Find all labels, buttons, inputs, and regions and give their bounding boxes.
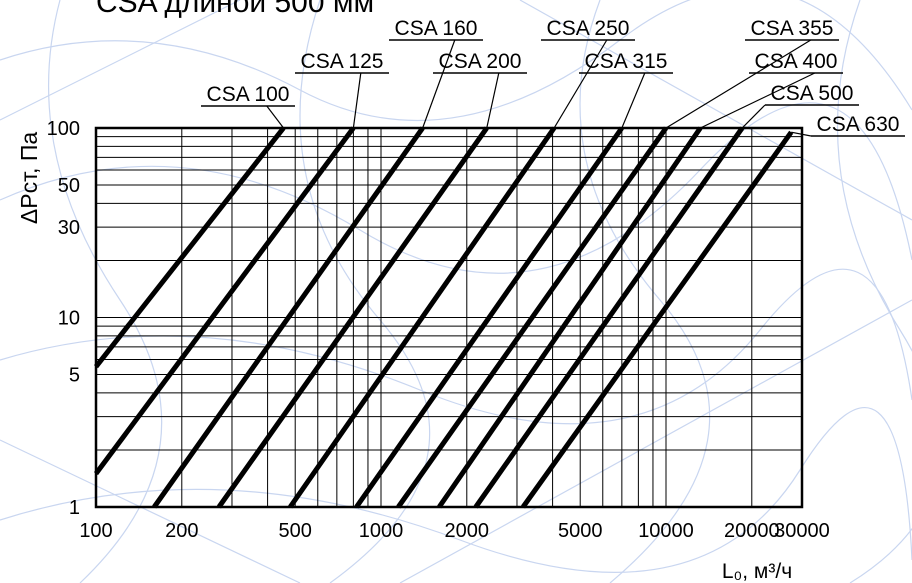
series-label-text: CSA 400	[755, 50, 838, 73]
series-label-text: CSA 250	[547, 17, 630, 40]
x-tick-label: 5000	[558, 520, 603, 542]
y-tick-label: 50	[58, 175, 80, 197]
series-lines	[93, 126, 794, 509]
series-label-text: CSA 315	[585, 50, 668, 73]
series-label-csa-400: CSA 400	[700, 50, 843, 129]
x-tick-label: 20000	[724, 520, 780, 542]
series-label-csa-100: CSA 100	[201, 83, 295, 129]
y-tick-label: 10	[58, 308, 80, 330]
label-leader	[791, 131, 812, 137]
y-tick-label: 100	[47, 118, 80, 140]
x-tick-label: 2000	[445, 520, 490, 542]
series-label-text: CSA 125	[301, 50, 384, 73]
grid	[94, 126, 804, 509]
label-leader	[422, 39, 456, 129]
series-line-csa-200	[216, 126, 489, 509]
label-leader	[266, 105, 285, 129]
series-label-text: CSA 355	[751, 17, 834, 40]
series-label-csa-315: CSA 315	[579, 50, 673, 129]
series-label-text: CSA 500	[771, 82, 854, 105]
series-label-text: CSA 100	[207, 83, 290, 106]
label-leader	[700, 72, 816, 129]
series-label-csa-500: CSA 500	[741, 82, 859, 129]
series-line-csa-630	[520, 130, 794, 509]
x-tick-label: 30000	[774, 520, 830, 542]
series-line-csa-355	[396, 126, 669, 509]
series-label-csa-355: CSA 355	[665, 17, 839, 129]
series-label-csa-630: CSA 630	[791, 113, 905, 137]
axis-titles: ΔPст, Па L₀, м³/ч	[16, 132, 792, 583]
series-label-text: CSA 160	[395, 17, 478, 40]
y-axis-label: ΔPст, Па	[16, 132, 42, 225]
x-tick-label: 1000	[359, 520, 404, 542]
series-labels: CSA 100 CSA 125 CSA 160 CSA 200 CSA 250 CSA 3…	[201, 17, 905, 137]
label-leader	[741, 104, 766, 129]
x-tick-label: 10000	[638, 520, 694, 542]
label-leader	[486, 72, 500, 129]
x-tick-label: 500	[279, 520, 312, 542]
label-leader	[553, 39, 608, 129]
series-label-text: CSA 630	[817, 113, 900, 136]
series-label-csa-250: CSA 250	[541, 17, 635, 129]
x-tick-label: 200	[165, 520, 198, 542]
label-leader	[621, 72, 646, 129]
chart-header-text: CSA длиной 500 мм	[96, 0, 375, 19]
y-tick-label: 5	[69, 365, 80, 387]
label-leader	[352, 72, 362, 129]
series-label-csa-125: CSA 125	[295, 50, 389, 129]
plot-frame	[94, 126, 804, 509]
series-line-csa-315	[354, 126, 624, 509]
x-tick-label: 100	[79, 520, 112, 542]
series-line-csa-100	[94, 126, 286, 369]
y-tick-label: 30	[58, 217, 80, 239]
series-line-csa-400	[437, 126, 703, 509]
series-label-text: CSA 200	[439, 50, 522, 73]
series-label-csa-200: CSA 200	[433, 50, 527, 129]
y-tick-label: 1	[69, 497, 80, 519]
series-label-csa-160: CSA 160	[389, 17, 483, 129]
x-axis-label: L₀, м³/ч	[722, 560, 792, 583]
series-line-csa-125	[93, 126, 356, 476]
series-line-csa-250	[288, 126, 557, 509]
series-line-csa-500	[473, 126, 745, 509]
label-leader	[665, 39, 812, 129]
series-line-csa-160	[152, 126, 425, 509]
